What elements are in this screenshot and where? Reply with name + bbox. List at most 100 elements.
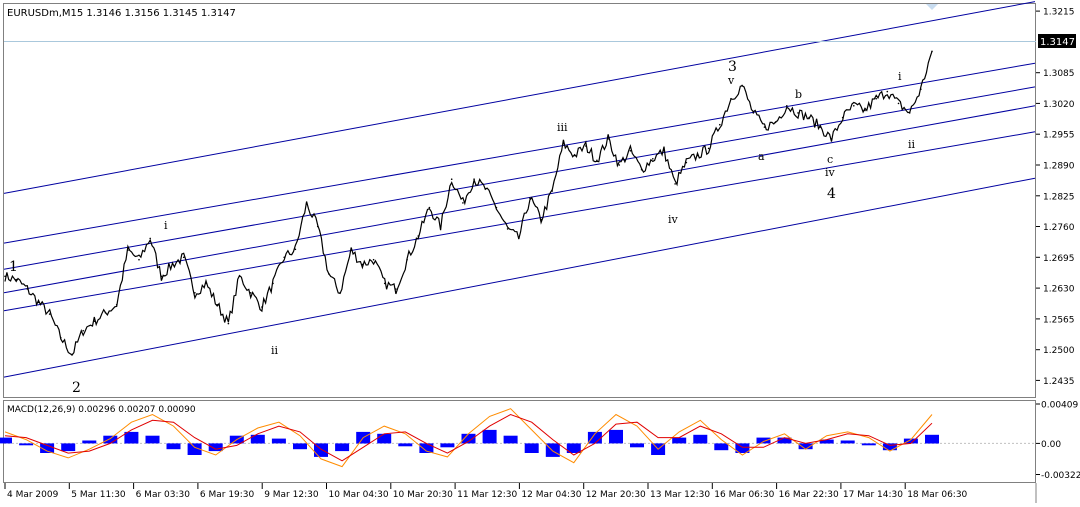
macd-histogram-bar	[461, 433, 476, 444]
time-tick-label: 18 Mar 06:30	[907, 490, 967, 500]
price-point	[841, 116, 844, 119]
price-point	[652, 158, 654, 160]
price-point	[350, 249, 353, 251]
price-point	[283, 256, 286, 259]
wave-label-c: c	[827, 153, 833, 166]
price-tick-label: 1.3085	[1043, 69, 1075, 79]
macd-histogram-bar	[103, 435, 118, 444]
price-point	[305, 203, 308, 205]
wave-label-4: 4	[827, 186, 836, 202]
channel-line-1	[3, 1, 1036, 194]
price-point	[696, 154, 699, 157]
price-tick-label: 1.2565	[1043, 315, 1075, 325]
current-price-marker: 1.3147	[1038, 34, 1076, 48]
price-line	[4, 51, 933, 356]
channel-line-2	[3, 62, 1036, 244]
price-point	[82, 329, 84, 332]
price-point	[205, 282, 207, 285]
price-point	[819, 126, 822, 128]
time-tick-label: 10 Mar 04:30	[329, 490, 389, 500]
price-tick-label: 1.3020	[1043, 100, 1075, 110]
price-point	[406, 258, 408, 261]
price-point	[372, 258, 375, 261]
macd-line-2	[4, 413, 933, 462]
price-point	[138, 258, 140, 261]
macd-histogram-bar	[19, 443, 34, 446]
wave-label-2: 2	[72, 380, 81, 396]
price-point	[730, 97, 732, 100]
macd-histogram-bar	[271, 438, 286, 444]
price-axis: 1.3215 1.3085 1.3020 1.2955 1.2890 1.2825 1.27…	[1036, 8, 1075, 387]
price-point	[540, 218, 542, 221]
price-point	[104, 311, 107, 314]
macd-histogram-bar	[861, 443, 876, 446]
price-point	[439, 225, 442, 228]
price-point	[484, 187, 487, 190]
price-point	[37, 301, 40, 304]
scroll-marker-icon	[926, 4, 938, 10]
price-point	[417, 235, 420, 237]
price-point	[149, 237, 151, 240]
price-point	[71, 353, 73, 356]
price-point	[15, 278, 17, 281]
price-point	[171, 263, 174, 266]
macd-tick-label: 0.00	[1041, 440, 1061, 450]
time-tick-label: 16 Mar 06:30	[714, 490, 774, 500]
channel-lines	[3, 1, 1036, 378]
macd-histogram-bar	[503, 435, 518, 444]
macd-histogram-bar	[925, 434, 939, 444]
macd-histogram-bar	[777, 437, 792, 444]
price-point	[763, 126, 766, 128]
macd-histogram-bar	[482, 429, 497, 444]
time-tick-label: 11 Mar 12:30	[457, 490, 517, 500]
macd-histogram-bar	[693, 434, 708, 444]
macd-tick-label: -0.00322	[1041, 471, 1080, 481]
price-point	[518, 237, 520, 240]
wave-label-iv-2: iv	[825, 166, 836, 179]
time-tick-label: 6 Mar 03:30	[136, 490, 191, 500]
price-tick-label: 1.2825	[1043, 192, 1075, 202]
price-point	[339, 292, 341, 294]
price-point	[875, 97, 877, 100]
macd-histogram-bar	[840, 440, 855, 444]
price-point	[596, 159, 598, 162]
time-tick-label: 10 Mar 20:30	[393, 490, 453, 500]
price-point	[473, 178, 475, 180]
macd-histogram-bar	[419, 443, 434, 453]
wave-annotations: 1 2 i ii iii iv 3 v a b c iv 4 i ii	[9, 59, 916, 396]
price-tick-label: 1.2955	[1043, 131, 1075, 141]
price-point	[93, 320, 96, 323]
macd-histogram-bar	[166, 443, 181, 450]
price-point	[897, 102, 900, 105]
time-tick-label: 9 Mar 12:30	[264, 490, 319, 500]
current-price-box	[1038, 34, 1076, 48]
macd-histogram-bar	[0, 437, 12, 444]
price-point	[160, 275, 163, 278]
price-point	[864, 109, 866, 112]
price-point	[506, 228, 509, 230]
macd-histogram-bar	[40, 443, 55, 453]
macd-histogram-bar	[440, 443, 455, 448]
price-point	[182, 256, 185, 259]
time-tick-label: 12 Mar 20:30	[586, 490, 646, 500]
time-tick-label: 16 Mar 22:30	[779, 490, 839, 500]
price-point	[361, 263, 364, 266]
price-point	[886, 90, 889, 93]
price-point	[551, 190, 554, 192]
price-point	[808, 116, 810, 119]
price-point	[26, 288, 29, 290]
price-point	[640, 168, 643, 171]
price-tick-label: 1.3215	[1043, 8, 1075, 18]
price-point	[752, 112, 755, 114]
macd-histogram-bar	[566, 443, 581, 453]
price-point	[853, 105, 855, 107]
price-point	[4, 275, 6, 278]
time-tick-label: 5 Mar 11:30	[71, 490, 126, 500]
macd-histogram-bar	[903, 438, 918, 444]
price-point	[249, 292, 252, 294]
macd-histogram-bar	[714, 443, 729, 451]
price-point	[450, 178, 453, 180]
macd-lines	[4, 408, 933, 468]
price-point	[395, 288, 397, 290]
